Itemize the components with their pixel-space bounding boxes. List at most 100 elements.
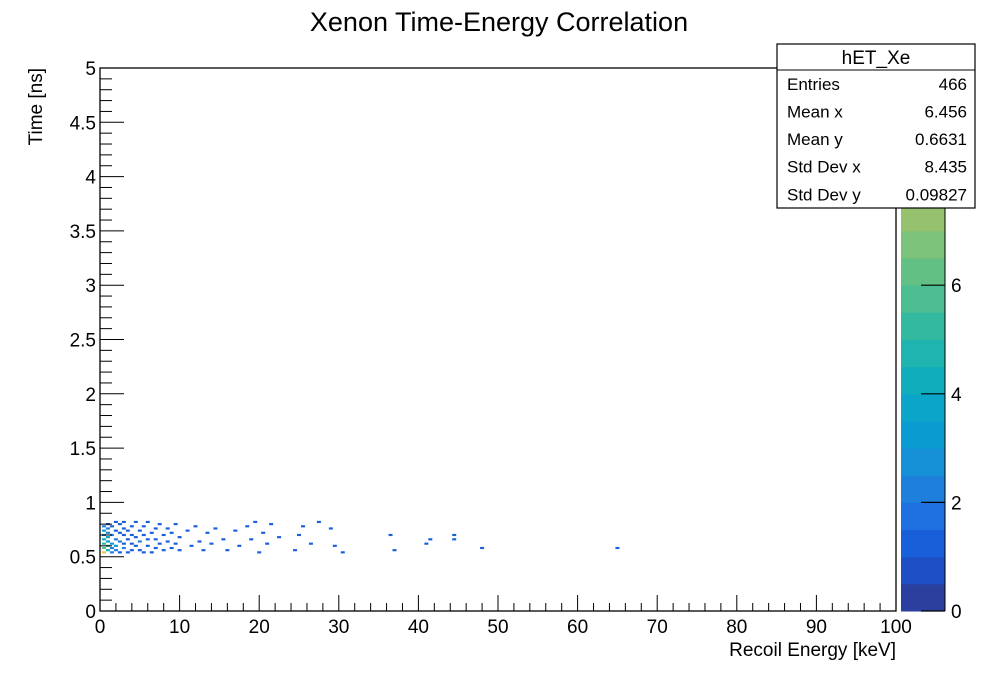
heatmap-bin (101, 542, 106, 545)
heatmap-bin (297, 533, 301, 537)
color-scale-band (901, 556, 945, 585)
color-scale-tick-label: 6 (951, 276, 962, 297)
heatmap-bin (121, 542, 126, 545)
heatmap-bin (185, 529, 190, 532)
heatmap-bin (145, 520, 150, 524)
heatmap-bin (205, 531, 210, 534)
heatmap-bin (101, 551, 106, 554)
heatmap-bin (137, 529, 142, 532)
x-tick-label: 20 (249, 617, 270, 638)
heatmap-bin (237, 544, 242, 547)
heatmap-bin (261, 531, 266, 534)
heatmap-bin (161, 549, 166, 552)
heatmap-bin (137, 540, 142, 543)
color-scale-tick-label: 0 (951, 602, 962, 623)
color-scale: 02468 (901, 68, 962, 623)
heatmap-bin (149, 551, 154, 554)
heatmap-bin (101, 529, 106, 532)
color-scale-band (901, 583, 945, 612)
heatmap-bin (101, 525, 106, 528)
heatmap-bin (169, 546, 174, 550)
heatmap-bin (109, 551, 114, 554)
heatmap-bin (133, 544, 138, 547)
heatmap-bin (177, 549, 182, 552)
stats-row-label: Std Dev x (787, 158, 861, 177)
heatmap-bin (121, 533, 126, 537)
heatmap-bin (109, 542, 114, 545)
heatmap-bin (388, 533, 393, 537)
heatmap-bin (141, 551, 146, 554)
heatmap-bin (316, 520, 321, 524)
heatmap-bin (277, 536, 282, 539)
heatmap-bin (245, 525, 250, 528)
heatmap-bin (145, 538, 150, 541)
heatmap-bin (452, 538, 457, 541)
color-scale-band (901, 339, 945, 368)
heatmap-bin (117, 540, 122, 543)
heatmap-bin (105, 540, 110, 543)
heatmap-bin (129, 525, 134, 528)
heatmap-bin (173, 523, 178, 526)
color-scale-tick-label: 4 (951, 385, 962, 406)
x-tick-label: 50 (487, 617, 508, 638)
x-tick-label: 10 (169, 617, 190, 638)
y-tick-label: 1.5 (70, 439, 96, 460)
heatmap-bin (133, 520, 138, 524)
heatmap-bin (157, 523, 162, 526)
heatmap-bin (452, 533, 457, 537)
heatmap-bin (137, 549, 142, 552)
heatmap-bin (197, 540, 202, 543)
heatmap-bin (117, 523, 122, 526)
heatmap-bin (165, 527, 170, 530)
heatmap-bin (113, 538, 118, 541)
y-tick-label: 0.5 (70, 548, 96, 569)
heatmap-bin (424, 542, 429, 545)
heatmap-bin (157, 542, 162, 545)
heatmap-bin (221, 538, 226, 541)
y-tick-label: 0 (85, 602, 96, 623)
heatmap-bin (153, 538, 158, 541)
heatmap-bin (165, 540, 170, 543)
y-axis-label: Time [ns] (26, 68, 47, 145)
heatmap-bin (265, 542, 270, 545)
heatmap-bin (105, 531, 110, 534)
heatmap-bin (225, 549, 230, 552)
x-tick-label: 0 (95, 617, 106, 638)
heatmap-bin (428, 538, 433, 541)
heatmap-bin (340, 551, 345, 554)
heatmap-bin (257, 551, 262, 554)
y-tick-label: 4.5 (70, 113, 96, 134)
x-tick-label: 90 (806, 617, 827, 638)
heatmap-bin (101, 538, 106, 541)
color-scale-band (901, 258, 945, 286)
stats-row-label: Mean x (787, 102, 843, 121)
heatmap-bin (141, 525, 146, 528)
heatmap-bin (125, 529, 130, 532)
heatmap-bin (113, 529, 118, 532)
x-tick-label: 100 (880, 617, 912, 638)
color-scale-band (901, 502, 945, 531)
heatmap-bin (121, 527, 126, 530)
stats-row-value: 0.09827 (906, 185, 967, 204)
heatmap-bin (117, 551, 122, 554)
y-tick-label: 5 (85, 59, 96, 80)
heatmap-bin (113, 520, 118, 524)
x-tick-label: 40 (408, 617, 429, 638)
x-axis: 0 10 20 30 40 50 60 70 80 90 100 (95, 595, 912, 638)
stats-row-value: 6.456 (924, 102, 967, 121)
heatmap-bin (117, 531, 122, 534)
stats-row-label: Entries (787, 75, 840, 94)
color-scale-band (901, 285, 945, 313)
heatmap-bin (121, 520, 126, 524)
y-tick-label: 4 (85, 168, 96, 189)
stats-box-title: hET_Xe (842, 48, 911, 69)
color-scale-band (901, 475, 945, 503)
y-tick-label: 1 (85, 493, 96, 514)
heatmap-bin (105, 536, 110, 539)
color-scale-band (901, 420, 945, 449)
x-axis-label: Recoil Energy [keV] (729, 640, 896, 661)
x-tick-label: 60 (567, 617, 588, 638)
x-tick-label: 80 (726, 617, 747, 638)
